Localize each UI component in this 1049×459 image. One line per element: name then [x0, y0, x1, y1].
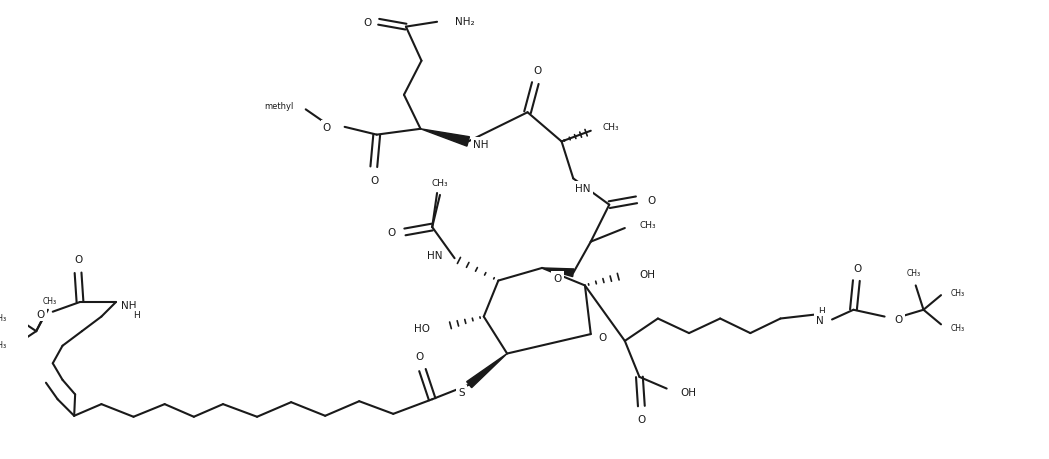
Text: CH₃: CH₃ — [0, 341, 7, 349]
Text: HN: HN — [575, 184, 591, 194]
Text: HN: HN — [427, 251, 443, 261]
Text: O: O — [73, 255, 82, 264]
Text: NH₂: NH₂ — [454, 17, 474, 27]
Text: N: N — [816, 316, 825, 326]
Text: CH₃: CH₃ — [950, 323, 965, 332]
Text: OH: OH — [680, 387, 697, 397]
Text: O: O — [37, 309, 45, 319]
Text: H: H — [818, 307, 826, 315]
Text: O: O — [853, 263, 861, 273]
Text: S: S — [458, 387, 465, 397]
Text: H: H — [133, 310, 141, 319]
Text: OH: OH — [640, 269, 656, 279]
Text: O: O — [363, 18, 371, 28]
Text: CH₃: CH₃ — [431, 179, 448, 187]
Polygon shape — [467, 354, 507, 388]
Text: CH₃: CH₃ — [602, 123, 619, 132]
Text: CH₃: CH₃ — [906, 269, 921, 278]
Text: O: O — [370, 176, 379, 186]
Text: O: O — [637, 414, 645, 424]
Text: O: O — [598, 332, 606, 342]
Text: O: O — [647, 196, 656, 205]
Text: O: O — [323, 123, 331, 133]
Text: CH₃: CH₃ — [950, 288, 965, 297]
Text: CH₃: CH₃ — [0, 313, 7, 322]
Text: CH₃: CH₃ — [640, 220, 656, 229]
Text: CH₃: CH₃ — [43, 296, 57, 305]
Text: methyl: methyl — [264, 102, 294, 111]
Text: NH: NH — [473, 140, 489, 150]
Text: HO: HO — [414, 324, 430, 334]
Text: O: O — [387, 227, 395, 237]
Polygon shape — [542, 269, 574, 277]
Text: NH: NH — [121, 300, 136, 310]
Text: O: O — [553, 273, 561, 283]
Polygon shape — [421, 129, 470, 147]
Text: O: O — [533, 66, 541, 76]
Text: O: O — [895, 314, 902, 324]
Text: O: O — [415, 352, 424, 362]
